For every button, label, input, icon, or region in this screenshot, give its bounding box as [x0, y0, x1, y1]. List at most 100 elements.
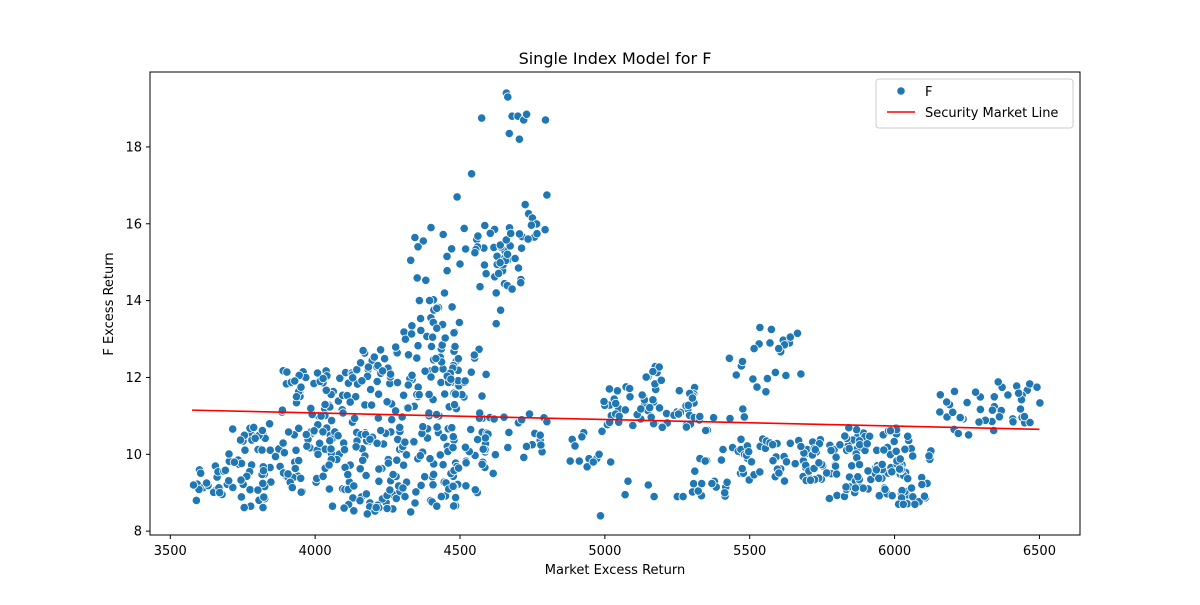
data-point: [648, 395, 658, 405]
data-point: [1003, 390, 1013, 400]
data-point: [431, 353, 441, 364]
data-point: [188, 480, 199, 490]
data-point: [477, 459, 487, 469]
data-point: [577, 432, 587, 442]
data-point: [440, 389, 450, 399]
data-point: [722, 477, 732, 487]
data-point: [312, 368, 323, 378]
x-axis-label: Market Excess Return: [545, 563, 685, 578]
data-point: [294, 455, 304, 466]
data-point: [654, 362, 664, 372]
data-point: [495, 305, 506, 315]
data-point: [371, 502, 381, 513]
data-point: [454, 317, 464, 328]
y-tick-label: 12: [125, 371, 142, 386]
data-point: [400, 334, 410, 344]
data-point: [720, 488, 730, 498]
data-point: [501, 235, 511, 245]
data-point: [439, 288, 450, 298]
data-point: [358, 345, 368, 356]
data-point: [718, 444, 728, 455]
data-point: [683, 400, 693, 410]
data-point: [302, 441, 312, 451]
data-point: [335, 373, 345, 383]
data-point: [582, 462, 592, 472]
data-point: [442, 266, 452, 276]
data-point: [831, 452, 841, 462]
data-point: [673, 409, 684, 419]
data-point: [412, 353, 422, 363]
y-tick-label: 8: [134, 525, 142, 540]
data-point: [339, 445, 350, 455]
data-point: [724, 353, 735, 363]
data-point: [325, 436, 335, 446]
data-point: [588, 457, 598, 467]
data-point: [862, 439, 872, 449]
plot-frame: [149, 71, 1081, 536]
data-point: [620, 405, 630, 415]
data-point: [265, 445, 275, 455]
data-point: [513, 263, 524, 273]
data-point: [503, 92, 513, 102]
data-point: [850, 483, 861, 493]
data-point: [628, 420, 638, 431]
data-point: [430, 364, 440, 374]
data-point: [348, 373, 358, 383]
data-point: [755, 322, 765, 333]
data-point: [917, 479, 927, 490]
data-point: [785, 438, 795, 448]
data-point: [290, 376, 300, 386]
data-point: [490, 450, 500, 460]
data-point: [453, 354, 463, 364]
data-point: [258, 478, 268, 488]
data-point: [366, 400, 377, 410]
data-point: [495, 240, 505, 250]
data-point: [355, 464, 365, 474]
data-point: [479, 260, 490, 270]
data-point: [426, 223, 436, 233]
data-point: [406, 329, 417, 339]
data-point: [847, 461, 857, 471]
data-point: [790, 459, 800, 469]
data-point: [597, 426, 607, 436]
data-point: [290, 463, 300, 474]
data-point: [678, 491, 688, 502]
data-point: [416, 325, 426, 335]
data-point: [895, 454, 905, 464]
line-layer: [191, 409, 1040, 431]
data-point: [871, 465, 882, 475]
data-point: [521, 441, 532, 451]
data-point: [355, 358, 366, 368]
data-point: [540, 225, 550, 235]
data-point: [374, 464, 384, 474]
data-point: [385, 369, 396, 379]
data-point: [625, 392, 635, 402]
data-point: [611, 398, 621, 408]
data-point: [620, 490, 630, 500]
data-point: [910, 499, 920, 509]
data-point: [681, 422, 692, 432]
data-point: [885, 426, 896, 436]
data-point: [604, 384, 615, 394]
data-point: [657, 422, 667, 432]
data-point: [488, 468, 498, 478]
data-point: [349, 481, 359, 491]
data-point: [731, 370, 741, 380]
data-point: [701, 425, 711, 436]
data-point: [450, 389, 461, 399]
data-point: [452, 192, 462, 202]
data-point: [377, 366, 388, 376]
data-point: [840, 431, 850, 441]
data-point: [435, 450, 445, 460]
data-point: [814, 458, 824, 468]
data-point: [643, 480, 653, 490]
data-point: [318, 373, 328, 384]
data-point: [424, 295, 435, 306]
data-point: [646, 412, 656, 422]
legend-box: [875, 78, 1074, 129]
data-point: [309, 426, 319, 436]
data-point: [953, 428, 963, 439]
data-point: [599, 396, 609, 407]
data-point: [1008, 417, 1018, 427]
data-point: [224, 476, 234, 486]
